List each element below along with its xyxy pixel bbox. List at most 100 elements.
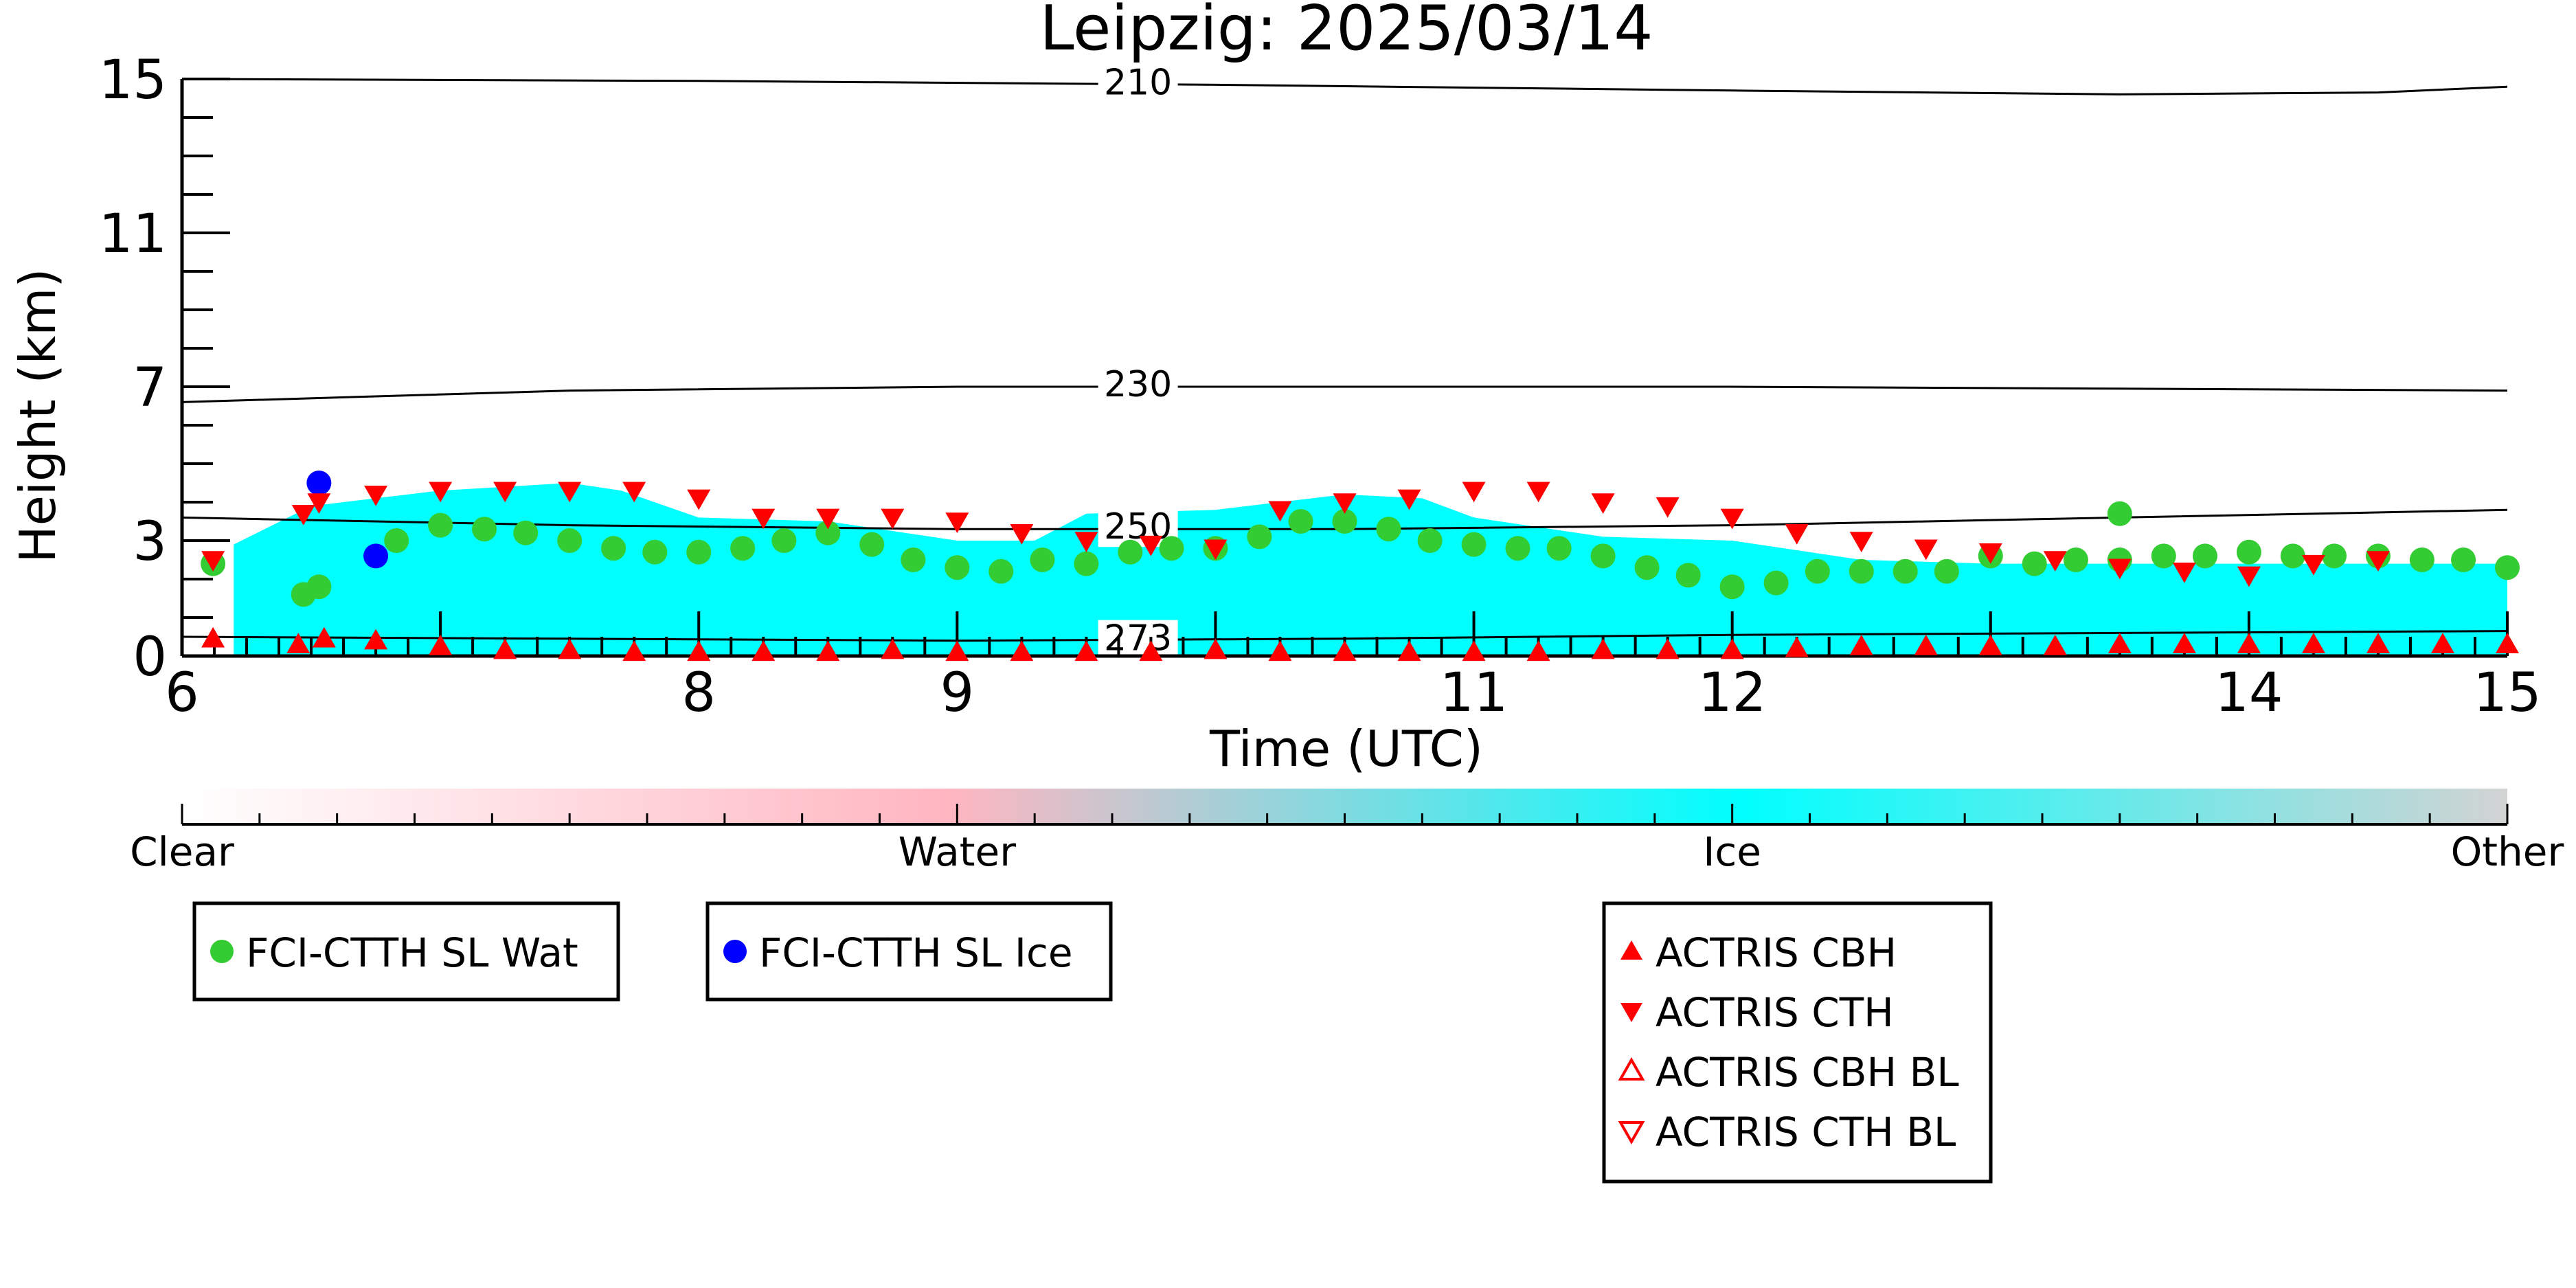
data-point (687, 640, 711, 662)
data-point (2043, 551, 2067, 572)
data-point (1247, 524, 1272, 550)
legend-marker (1618, 1121, 1645, 1145)
y-tick-label: 0 (133, 626, 167, 688)
data-point (1914, 539, 1938, 561)
data-point (201, 626, 225, 648)
data-point (1333, 493, 1357, 514)
data-point (1010, 640, 1034, 662)
y-tick-label: 11 (99, 203, 167, 265)
data-point (1849, 558, 1874, 584)
data-point (2280, 543, 2305, 569)
data-point (2237, 566, 2261, 587)
data-point (1204, 539, 1228, 561)
y-tick-label: 7 (133, 357, 167, 419)
legend-marker (1618, 1057, 1645, 1081)
data-point (901, 547, 926, 572)
data-point (2322, 543, 2347, 569)
data-point (1978, 635, 2002, 655)
data-point (1074, 532, 1098, 552)
data-point (307, 493, 331, 514)
data-point (1526, 640, 1550, 662)
data-point (752, 640, 776, 662)
isotherm-label: 273 (1104, 618, 1172, 659)
data-point (286, 633, 310, 653)
legend-label: ACTRIS CBH (1656, 929, 1897, 976)
x-tick-label: 15 (2473, 662, 2541, 724)
colorbar-label: Clear (130, 828, 234, 875)
data-point (881, 508, 905, 530)
colorbar-label: Water (899, 828, 1017, 875)
data-point (558, 638, 582, 659)
data-point (2108, 633, 2132, 653)
data-point (2192, 543, 2217, 569)
data-point (1546, 536, 1572, 561)
data-point (1785, 524, 1809, 545)
data-point (816, 508, 840, 530)
data-point (1849, 635, 1873, 655)
data-point (2237, 633, 2261, 653)
data-point (2366, 551, 2390, 572)
data-point (1763, 570, 1789, 596)
data-point (622, 640, 646, 662)
x-tick-label: 8 (681, 662, 716, 724)
data-point (2301, 554, 2325, 576)
legend-label: ACTRIS CTH BL (1656, 1109, 1956, 1155)
data-point (1333, 640, 1357, 662)
y-tick-label: 15 (99, 49, 167, 111)
data-point (1376, 517, 1401, 542)
data-point (2172, 563, 2196, 583)
data-point (1462, 640, 1486, 662)
data-point (1074, 640, 1098, 662)
series-2 (201, 626, 2519, 662)
plot-area: 210 230 250 273 0 3 7 11 15 6 8 9 11 12 14 15 (99, 49, 2542, 724)
data-point (493, 638, 517, 659)
data-point (1118, 539, 1143, 565)
data-point (1656, 497, 1680, 518)
data-point (428, 512, 453, 538)
data-point (1288, 509, 1313, 534)
isotherm-label: 210 (1104, 62, 1172, 103)
x-tick-label: 6 (165, 662, 199, 724)
legend-label: ACTRIS CBH BL (1656, 1049, 1959, 1096)
data-point (493, 482, 517, 503)
data-point (1719, 574, 1745, 600)
legend-label: FCI-CTTH SL Wat (246, 929, 578, 976)
data-point (730, 536, 756, 561)
series-1 (306, 471, 389, 569)
data-point (816, 640, 840, 662)
data-point (1268, 501, 1292, 522)
data-point (859, 532, 885, 557)
data-point (622, 482, 646, 503)
data-point (601, 536, 626, 561)
data-point (815, 520, 841, 545)
data-point (1505, 536, 1530, 561)
legend-label: FCI-CTTH SL Ice (759, 929, 1073, 976)
isotherm-label: 250 (1104, 506, 1172, 547)
data-point (1204, 638, 1228, 659)
data-point (1720, 638, 1744, 659)
data-point (1397, 640, 1421, 662)
chart-title: Leipzig: 2025/03/14 (1039, 0, 1653, 65)
data-point (1526, 482, 1550, 503)
data-point (752, 508, 776, 530)
data-point (1591, 493, 1615, 514)
data-point (557, 528, 583, 553)
legend-frame (1602, 901, 1993, 1184)
data-point (771, 528, 797, 553)
x-tick-label: 12 (1698, 662, 1766, 724)
data-point (1720, 508, 1744, 530)
legend-marker (723, 940, 747, 963)
isotherm-label-bg (1098, 366, 1178, 405)
data-point (2301, 633, 2325, 653)
data-point (363, 543, 389, 569)
data-point (642, 539, 668, 565)
legend-label: ACTRIS CTH (1656, 989, 1894, 1036)
data-point (945, 555, 970, 580)
isotherm-line (181, 78, 2508, 95)
data-point (1914, 635, 1938, 655)
data-point (2022, 551, 2047, 576)
data-point (472, 517, 497, 542)
data-point (1675, 563, 1701, 588)
data-point (558, 482, 582, 503)
